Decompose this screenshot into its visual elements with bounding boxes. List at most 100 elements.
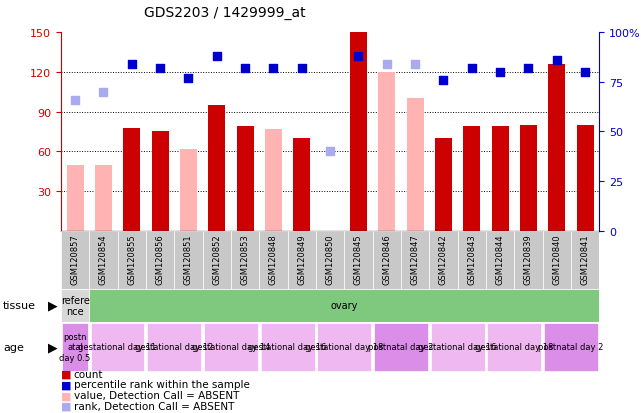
Point [467, 65, 477, 72]
Point [438, 77, 449, 84]
Bar [90, 323, 144, 371]
Text: GDS2203 / 1429999_at: GDS2203 / 1429999_at [144, 6, 305, 20]
Bar [231, 231, 259, 289]
Bar [89, 231, 117, 289]
Point [325, 149, 335, 155]
Text: GSM120840: GSM120840 [553, 234, 562, 285]
Text: gestational day 12: gestational day 12 [135, 342, 213, 351]
Bar [571, 231, 599, 289]
Bar [146, 231, 174, 289]
Bar [544, 323, 598, 371]
Bar [61, 231, 89, 289]
Bar [317, 323, 371, 371]
Bar [123, 128, 140, 231]
Bar [288, 231, 316, 289]
Bar [147, 323, 201, 371]
Bar [577, 126, 594, 231]
Text: gestational day 18: gestational day 18 [305, 342, 383, 351]
Bar [344, 231, 372, 289]
Bar [429, 231, 458, 289]
Text: GSM120855: GSM120855 [128, 234, 137, 285]
Bar [406, 99, 424, 231]
Text: gestational day 16: gestational day 16 [419, 342, 497, 351]
Point [183, 75, 194, 82]
Point [98, 89, 108, 96]
Bar [316, 231, 344, 289]
Text: GSM120851: GSM120851 [184, 234, 193, 285]
Text: GSM120843: GSM120843 [467, 234, 476, 285]
Bar [151, 132, 169, 231]
Bar [294, 139, 310, 231]
Text: ▶: ▶ [48, 340, 58, 354]
Text: postnatal day 2: postnatal day 2 [538, 342, 604, 351]
Bar [435, 139, 452, 231]
Text: ■: ■ [61, 380, 71, 389]
Text: GSM120844: GSM120844 [495, 234, 504, 285]
Text: GSM120842: GSM120842 [439, 234, 448, 285]
Bar [431, 323, 485, 371]
Point [127, 62, 137, 68]
Point [269, 65, 279, 72]
Bar [259, 231, 288, 289]
Bar [374, 323, 428, 371]
Text: GSM120847: GSM120847 [411, 234, 420, 285]
Text: GSM120846: GSM120846 [382, 234, 391, 285]
Bar [520, 126, 537, 231]
Point [70, 97, 80, 104]
Text: GSM120845: GSM120845 [354, 234, 363, 285]
Bar [95, 165, 112, 231]
Bar [117, 231, 146, 289]
Bar [261, 323, 315, 371]
Text: postnatal day 2: postnatal day 2 [369, 342, 434, 351]
Text: ■: ■ [61, 390, 71, 400]
Text: ovary: ovary [331, 301, 358, 311]
Text: gestational day 14: gestational day 14 [192, 342, 270, 351]
Point [240, 65, 250, 72]
Text: ■: ■ [61, 369, 71, 379]
Text: age: age [3, 342, 24, 352]
Bar [401, 231, 429, 289]
Text: postn
atal
day 0.5: postn atal day 0.5 [60, 332, 90, 362]
Bar [378, 73, 395, 231]
Bar [372, 231, 401, 289]
Text: count: count [74, 369, 103, 379]
Point [297, 65, 307, 72]
Bar [492, 127, 509, 231]
Text: ■: ■ [61, 401, 71, 411]
Bar [265, 130, 282, 231]
Point [381, 62, 392, 68]
Text: ▶: ▶ [48, 299, 58, 312]
Bar [204, 323, 258, 371]
Text: GSM120848: GSM120848 [269, 234, 278, 285]
Bar [458, 231, 486, 289]
Text: value, Detection Call = ABSENT: value, Detection Call = ABSENT [74, 390, 239, 400]
Text: gestational day 11: gestational day 11 [78, 342, 156, 351]
Bar [543, 231, 571, 289]
Text: GSM120853: GSM120853 [240, 234, 249, 285]
Text: GSM120839: GSM120839 [524, 234, 533, 285]
Text: GSM120856: GSM120856 [156, 234, 165, 285]
Text: rank, Detection Call = ABSENT: rank, Detection Call = ABSENT [74, 401, 234, 411]
Bar [487, 323, 541, 371]
Bar [486, 231, 514, 289]
Point [552, 57, 562, 64]
Text: GSM120841: GSM120841 [581, 234, 590, 285]
Text: gestational day 16: gestational day 16 [249, 342, 327, 351]
Bar [203, 231, 231, 289]
Bar [61, 289, 89, 322]
Point [410, 62, 420, 68]
Text: GSM120849: GSM120849 [297, 234, 306, 285]
Point [155, 65, 165, 72]
Bar [237, 127, 254, 231]
Bar [208, 106, 225, 231]
Text: GSM120854: GSM120854 [99, 234, 108, 285]
Bar [350, 33, 367, 231]
Point [353, 54, 363, 60]
Text: GSM120852: GSM120852 [212, 234, 221, 285]
Text: gestational day 18: gestational day 18 [475, 342, 554, 351]
Point [523, 65, 533, 72]
Text: GSM120857: GSM120857 [71, 234, 79, 285]
Bar [548, 65, 565, 231]
Point [495, 69, 505, 76]
Text: percentile rank within the sample: percentile rank within the sample [74, 380, 249, 389]
